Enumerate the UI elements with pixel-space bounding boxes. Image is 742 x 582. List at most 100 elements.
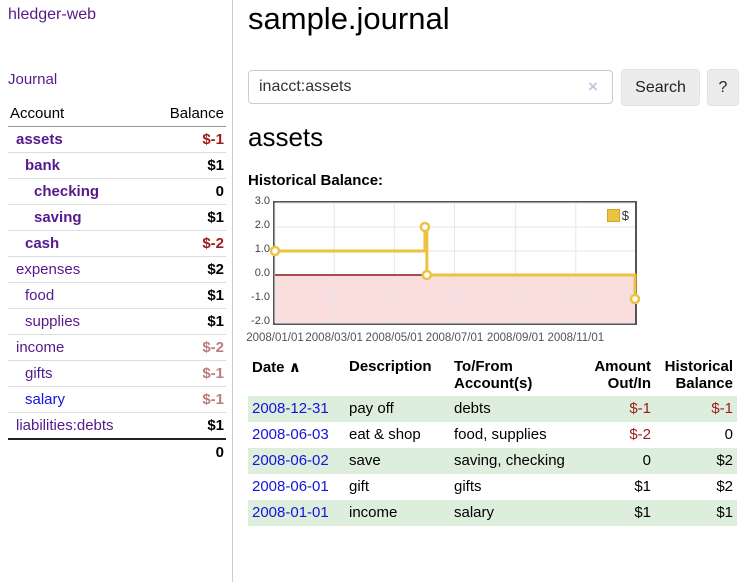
account-link[interactable]: assets: [16, 131, 63, 148]
accounts-cell: saving, checking: [454, 452, 565, 469]
accounts-total-row: 0: [8, 440, 226, 465]
sort-ascending-icon: ∧: [288, 359, 301, 376]
account-balance: $1: [207, 209, 224, 226]
search-button[interactable]: Search: [621, 69, 700, 106]
balance-column-header-main: Historical Balance: [664, 358, 733, 392]
description-cell: save: [349, 452, 381, 469]
account-link[interactable]: supplies: [25, 313, 81, 330]
amount-cell: $-2: [629, 426, 651, 443]
date-column-header: Date ∧: [252, 359, 301, 376]
account-link[interactable]: saving: [34, 209, 82, 226]
account-balance: $-1: [202, 391, 224, 408]
accounts-total-value: 0: [215, 444, 224, 461]
account-link[interactable]: liabilities:debts: [16, 417, 114, 434]
transaction-row: 2008-06-03 eat & shop food, supplies $-2 0: [248, 422, 737, 448]
account-column-header: Account: [10, 105, 65, 122]
search-input[interactable]: [248, 70, 613, 104]
account-row: liabilities:debts $1: [8, 413, 226, 440]
account-row: bank $1: [8, 153, 226, 179]
account-row: gifts $-1: [8, 361, 226, 387]
account-balance: $-1: [202, 365, 224, 382]
account-row: checking 0: [8, 179, 226, 205]
balance-cell: $1: [716, 504, 733, 521]
accounts-cell: salary: [454, 504, 495, 521]
amount-cell: $1: [634, 478, 651, 495]
y-axis-tick-label: 2.0: [254, 219, 270, 231]
account-balance: $2: [207, 261, 224, 278]
account-balance: $1: [207, 287, 224, 304]
transaction-row: 2008-06-02 save saving, checking 0 $2: [248, 448, 737, 474]
transaction-date-link[interactable]: 2008-12-31: [252, 400, 329, 417]
account-row: expenses $2: [8, 257, 226, 283]
help-button[interactable]: ?: [707, 69, 739, 106]
account-link[interactable]: checking: [34, 183, 100, 200]
register-header-row: Date ∧ Description To/From Account(s) Am…: [248, 355, 737, 396]
register-table: Date ∧ Description To/From Account(s) Am…: [248, 355, 737, 526]
description-column-header: Description: [349, 358, 432, 375]
balance-cell: 0: [724, 426, 733, 443]
y-axis-tick-label: -2.0: [251, 315, 270, 327]
transaction-date-link[interactable]: 2008-06-01: [252, 478, 329, 495]
page-title: sample.journal: [248, 1, 450, 36]
account-row: supplies $1: [8, 309, 226, 335]
app-title-link[interactable]: hledger-web: [8, 6, 97, 23]
transaction-date-link[interactable]: 2008-01-01: [252, 504, 329, 521]
account-link[interactable]: cash: [25, 235, 60, 252]
accounts-cell: food, supplies: [454, 426, 547, 443]
date-cell: 2008-06-01: [248, 474, 345, 500]
transaction-date-link[interactable]: 2008-06-03: [252, 426, 329, 443]
x-axis-tick-label: 2008/09/01: [486, 332, 545, 344]
account-balance: $1: [207, 417, 224, 434]
account-row: cash $-2: [8, 231, 226, 257]
chart-legend: $: [604, 207, 631, 224]
account-balance: $-2: [202, 339, 224, 356]
description-cell: pay off: [349, 400, 394, 417]
balance-cell: $2: [716, 478, 733, 495]
accounts-table-header: Account Balance: [8, 102, 226, 127]
transaction-row: 2008-12-31 pay off debts $-1 $-1: [248, 396, 737, 422]
accounts-cell: debts: [454, 400, 491, 417]
tofrom-column-header: To/From Account(s): [454, 358, 533, 392]
account-link[interactable]: food: [25, 287, 55, 304]
x-axis-tick-label: 2008/03/01: [305, 332, 363, 344]
description-cell: eat & shop: [349, 426, 421, 443]
register-table-body: 2008-12-31 pay off debts $-1 $-1 2008-06-03 ea…: [248, 396, 737, 526]
date-cell: 2008-01-01: [248, 500, 345, 526]
clear-search-icon[interactable]: ×: [588, 77, 598, 96]
balance-cell: $2: [716, 452, 733, 469]
legend-label: $: [621, 208, 629, 223]
account-balance: $-2: [202, 235, 224, 252]
nav-journal-link[interactable]: Journal: [8, 71, 58, 88]
x-axis-tick-label: 2008/11/01: [547, 332, 605, 344]
accounts-table: Account Balance assets $-1 bank $1 checking 0…: [8, 102, 226, 465]
chart-label: Historical Balance:: [248, 172, 384, 189]
y-axis-tick-label: 1.0: [254, 243, 270, 255]
x-axis-tick-label: 2008/07/01: [425, 332, 484, 344]
transaction-row: 2008-01-01 income salary $1 $1: [248, 500, 737, 526]
account-row: income $-2: [8, 335, 226, 361]
transaction-row: 2008-06-01 gift gifts $1 $2: [248, 474, 737, 500]
amount-cell: $-1: [629, 400, 651, 417]
transaction-date-link[interactable]: 2008-06-02: [252, 452, 329, 469]
account-link[interactable]: bank: [25, 157, 61, 174]
balance-cell: $-1: [711, 400, 733, 417]
account-link[interactable]: gifts: [25, 365, 53, 382]
accounts-cell: gifts: [454, 478, 482, 495]
amount-column-header: Amount Out/In: [594, 358, 651, 392]
account-balance: $1: [207, 313, 224, 330]
chart-plot-area: $: [269, 201, 641, 325]
amount-cell: 0: [642, 452, 651, 469]
x-axis-tick-label: 2008/01/01: [246, 332, 304, 344]
account-link[interactable]: salary: [25, 391, 66, 408]
account-heading: assets: [248, 122, 324, 152]
y-axis-tick-label: 0.0: [254, 267, 270, 279]
y-axis-tick-label: -1.0: [251, 291, 270, 303]
y-axis-tick-label: 3.0: [254, 195, 270, 207]
account-link[interactable]: income: [16, 339, 65, 356]
legend-swatch-icon: [606, 209, 620, 222]
account-link[interactable]: expenses: [16, 261, 81, 278]
sidebar: hledger-web Journal Account Balance asse…: [0, 0, 233, 582]
description-cell: gift: [349, 478, 370, 495]
account-balance: $-1: [202, 131, 224, 148]
balance-column-header: Balance: [169, 105, 224, 122]
